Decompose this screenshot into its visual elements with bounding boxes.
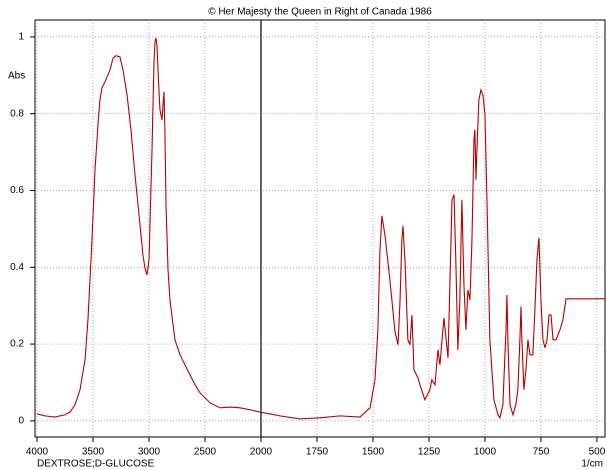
y-tick-label: 0.4 [10,262,24,273]
x-axis-label: 1/cm [581,459,603,470]
x-tick-label: 4000 [26,447,49,458]
y-tick-label: 0 [18,416,24,427]
legend-label: DEXTROSE;D-GLUCOSE [37,459,155,470]
x-tick-label: 750 [533,447,550,458]
y-tick-label: 1 [18,32,24,43]
y-tick-label: 0.8 [10,108,24,119]
y-axis-label: Abs [8,71,25,82]
x-tick-label: 500 [589,447,606,458]
x-tick-label: 1500 [362,447,385,458]
x-tick-label: 1250 [418,447,441,458]
x-tick-label: 1000 [474,447,497,458]
x-tick-label: 3500 [82,447,105,458]
plot-frame [34,19,606,438]
spectrum-line [36,37,605,420]
x-tick-label: 3000 [138,447,161,458]
x-tick-label: 1750 [306,447,329,458]
x-tick-label: 2500 [194,447,217,458]
y-tick-label: 0.2 [10,339,24,350]
x-tick-label: 2000 [250,447,273,458]
y-tick-label: 0.6 [10,185,24,196]
chart-title: © Her Majesty the Queen in Right of Cana… [208,7,432,18]
